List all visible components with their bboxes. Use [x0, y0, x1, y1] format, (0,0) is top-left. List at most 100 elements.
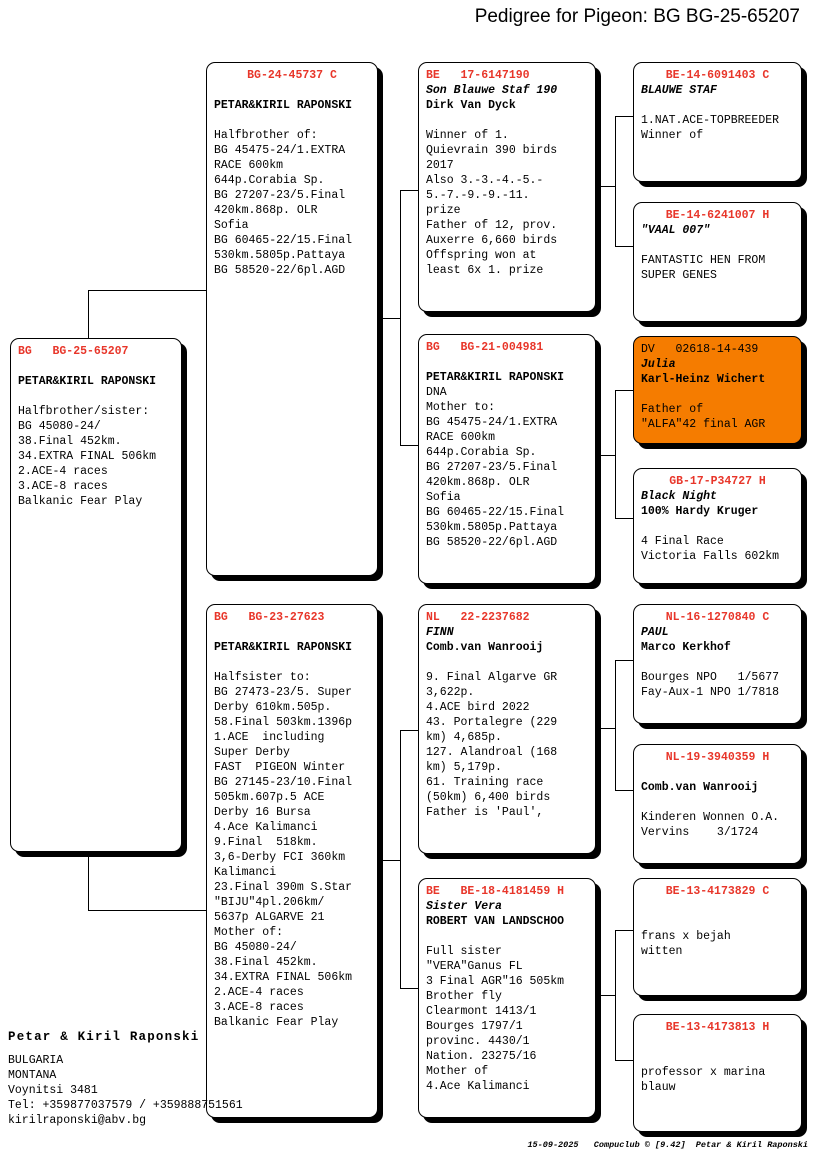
spacer: [641, 899, 794, 914]
card-dam-sire-body: 9. Final Algarve GR 3,622p. 4.ACE bird 2…: [426, 671, 558, 819]
card-sire-sire[interactable]: BE 17-6147190 Son Blauwe Staf 190 Dirk V…: [418, 62, 596, 312]
card-sire-sire-name: Son Blauwe Staf 190: [426, 84, 558, 97]
connector-sd-to-g4c: [615, 390, 633, 391]
card-dam-dam[interactable]: BE BE-18-4181459 H Sister Vera ROBERT VA…: [418, 878, 596, 1118]
connector-ds-to-g4f: [615, 790, 633, 791]
connector-sd-to-g4d: [615, 518, 633, 519]
card-g4-7-id: BE-13-4173829 C: [665, 885, 770, 898]
connector-sire-to-sd: [400, 445, 418, 446]
card-g4-3-owner: Karl-Heinz Wichert: [641, 373, 766, 386]
spacer: [641, 1035, 794, 1050]
card-g4-4-owner: 100% Hardy Kruger: [641, 505, 759, 518]
card-dam-owner: PETAR&KIRIL RAPONSKI: [214, 641, 353, 654]
breeder-address: BULGARIA MONTANA Voynitsi 3481 Tel: +359…: [8, 1054, 243, 1127]
card-subject-id: BG BG-25-65207: [18, 345, 129, 358]
card-g4-6-body: Kinderen Wonnen O.A. Vervins 3/1724: [641, 811, 780, 839]
spacer: [214, 625, 370, 640]
card-g4-4-id: GB-17-P34727 H: [669, 475, 766, 488]
connector-sd-stub: [597, 455, 615, 456]
card-g4-2[interactable]: BE-14-6241007 H "VAAL 007" FANTASTIC HEN…: [633, 202, 802, 322]
card-g4-1-body: 1.NAT.ACE-TOPBREEDER Winner of: [641, 114, 780, 142]
card-sire-sire-id: BE 17-6147190: [426, 69, 530, 82]
connector-sire-stub: [382, 318, 400, 319]
card-g4-8-id: BE-13-4173813 H: [665, 1021, 770, 1034]
spacer: [641, 1050, 794, 1065]
card-g4-4[interactable]: GB-17-P34727 H Black Night 100% Hardy Kr…: [633, 468, 802, 584]
connector-ds-to-g4e: [615, 660, 633, 661]
card-dam-dam-name: Sister Vera: [426, 900, 502, 913]
connector-subject-to-dam: [88, 910, 206, 911]
card-dam-sire[interactable]: NL 22-2237682 FINN Comb.van Wanrooij 9. …: [418, 604, 596, 854]
card-sire-dam-owner: PETAR&KIRIL RAPONSKI: [426, 371, 565, 384]
connector-dam-vertical: [400, 730, 401, 988]
card-g4-6[interactable]: NL-19-3940359 H Comb.van Wanrooij Kinder…: [633, 744, 802, 864]
card-g4-5-name: PAUL: [641, 626, 669, 639]
card-dam-dam-body: Full sister "VERA"Ganus FL 3 Final AGR"1…: [426, 945, 565, 1093]
connector-sire-vertical: [400, 190, 401, 445]
card-subject-owner: PETAR&KIRIL RAPONSKI: [18, 375, 157, 388]
connector-ds-stub: [597, 728, 615, 729]
card-g4-1[interactable]: BE-14-6091403 C BLAUWE STAF 1.NAT.ACE-TO…: [633, 62, 802, 182]
connector-subject-to-sire: [88, 290, 206, 291]
card-g4-6-id: NL-19-3940359 H: [665, 751, 770, 764]
card-g4-5-id: NL-16-1270840 C: [665, 611, 770, 624]
card-subject[interactable]: BG BG-25-65207 PETAR&KIRIL RAPONSKI Half…: [10, 338, 182, 852]
card-dam-sire-id: NL 22-2237682: [426, 611, 530, 624]
card-g4-5[interactable]: NL-16-1270840 C PAUL Marco Kerkhof Bourg…: [633, 604, 802, 724]
connector-sd-vertical: [615, 390, 616, 518]
card-sire-body: Halfbrother of: BG 45475-24/1.EXTRA RACE…: [214, 129, 353, 277]
connector-dd-to-g4h: [615, 1060, 633, 1061]
card-g4-7-body: frans x bejah witten: [641, 930, 731, 958]
card-sire[interactable]: BG-24-45737 C PETAR&KIRIL RAPONSKI Halfb…: [206, 62, 378, 576]
connector-dd-stub: [597, 995, 615, 996]
card-dam[interactable]: BG BG-23-27623 PETAR&KIRIL RAPONSKI Half…: [206, 604, 378, 1118]
card-g4-3-id: DV 02618-14-439: [641, 343, 759, 356]
card-g4-7[interactable]: BE-13-4173829 C frans x bejah witten: [633, 878, 802, 996]
card-g4-2-body: FANTASTIC HEN FROM SUPER GENES: [641, 254, 766, 282]
card-subject-body: Halfbrother/sister: BG 45080-24/ 38.Fina…: [18, 405, 157, 508]
connector-sire-to-ss: [400, 190, 418, 191]
spacer: [214, 83, 370, 98]
card-g4-1-name: BLAUWE STAF: [641, 84, 717, 97]
footer-line: 15-09-2025 Compuclub © [9.42] Petar & Ki…: [527, 1140, 808, 1150]
card-sire-sire-body: Winner of 1. Quievrain 390 birds 2017 Al…: [426, 129, 558, 277]
connector-ss-stub: [597, 186, 615, 187]
card-g4-2-name: "VAAL 007": [641, 224, 711, 237]
spacer: [641, 765, 794, 780]
card-g4-4-name: Black Night: [641, 490, 717, 503]
breeder-name: Petar & Kiril Raponski: [8, 1030, 200, 1044]
connector-dam-to-ds: [400, 730, 418, 731]
spacer: [18, 359, 174, 374]
card-sire-dam[interactable]: BG BG-21-004981 PETAR&KIRIL RAPONSKI DNA…: [418, 334, 596, 584]
card-dam-sire-name: FINN: [426, 626, 454, 639]
card-sire-owner: PETAR&KIRIL RAPONSKI: [214, 99, 353, 112]
card-g4-4-body: 4 Final Race Victoria Falls 602km: [641, 535, 780, 563]
card-dam-dam-owner: ROBERT VAN LANDSCHOO: [426, 915, 565, 928]
card-g4-5-owner: Marco Kerkhof: [641, 641, 731, 654]
card-sire-sire-owner: Dirk Van Dyck: [426, 99, 516, 112]
connector-dam-to-dd: [400, 988, 418, 989]
card-g4-1-id: BE-14-6091403 C: [665, 69, 770, 82]
spacer: [641, 914, 794, 929]
card-dam-sire-owner: Comb.van Wanrooij: [426, 641, 544, 654]
card-g4-8[interactable]: BE-13-4173813 H professor x marina blauw: [633, 1014, 802, 1132]
card-g4-5-body: Bourges NPO 1/5677 Fay-Aux-1 NPO 1/7818: [641, 671, 780, 699]
card-sire-id: BG-24-45737 C: [247, 69, 337, 82]
card-g4-3-name: Julia: [641, 358, 676, 371]
connector-dd-vertical: [615, 930, 616, 1060]
card-g4-2-id: BE-14-6241007 H: [665, 209, 770, 222]
breeder-block: Petar & Kiril Raponski BULGARIA MONTANA …: [8, 1030, 308, 1128]
spacer: [426, 355, 588, 370]
card-g4-3-body: Father of "ALFA"42 final AGR: [641, 403, 766, 431]
connector-dd-to-g4g: [615, 930, 633, 931]
connector-ss-vertical: [615, 116, 616, 246]
card-g4-3[interactable]: DV 02618-14-439 Julia Karl-Heinz Wichert…: [633, 336, 802, 444]
card-sire-dam-id: BG BG-21-004981: [426, 341, 544, 354]
card-dam-id: BG BG-23-27623: [214, 611, 325, 624]
page-title: Pedigree for Pigeon: BG BG-25-65207: [474, 6, 800, 27]
connector-ss-to-g4a: [615, 116, 633, 117]
card-dam-body: Halfsister to: BG 27473-23/5. Super Derb…: [214, 671, 353, 1029]
connector-ss-to-g4b: [615, 246, 633, 247]
card-sire-dam-body: DNA Mother to: BG 45475-24/1.EXTRA RACE …: [426, 386, 565, 549]
connector-ds-vertical: [615, 660, 616, 790]
